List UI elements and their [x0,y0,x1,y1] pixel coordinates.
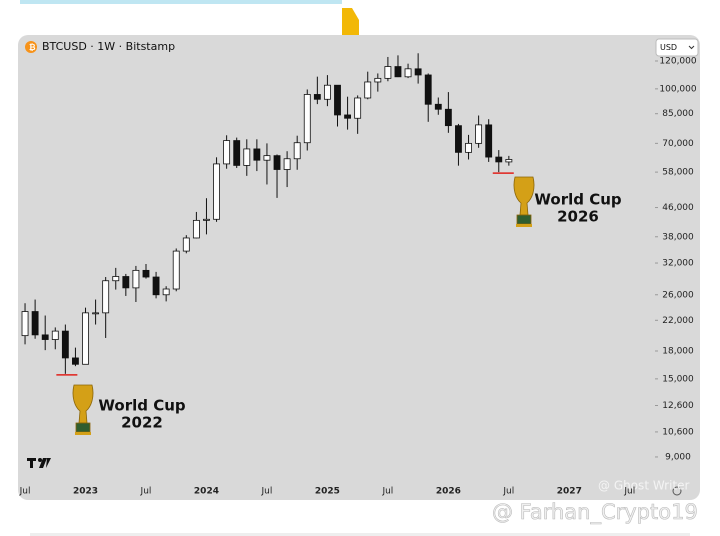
currency-caret[interactable] [688,45,695,50]
plot-area [18,35,700,500]
candle-body [475,124,483,144]
candle-body [273,155,281,170]
candle-body [505,159,513,163]
settings-icon[interactable] [672,486,682,496]
candle-body [182,237,190,252]
y-tick-label: 22,000 [662,316,694,326]
candle-body [394,66,402,78]
candle-body [21,311,29,337]
annotation: World Cup [534,191,622,209]
y-tick-label: 10,600 [662,427,694,437]
candle-body [31,311,39,336]
trophy-foot [516,224,532,227]
candle-body [223,140,231,165]
candle-body [61,330,69,359]
candle-body [424,74,432,105]
annotation: 2022 [121,414,163,432]
trophy-base [516,214,532,225]
x-tick-label: Jul [381,487,393,497]
y-tick-label: 15,000 [662,374,694,384]
y-tick-label: 9,000 [665,452,691,462]
candle-body [162,288,170,296]
tv-logo [27,458,51,468]
candle-body [122,276,130,289]
candle-body [102,280,110,314]
candle-body [253,148,261,161]
candle-body [203,218,210,221]
candle-body [434,103,442,110]
annotation: 2026 [557,208,599,226]
currency-button[interactable] [655,38,699,57]
x-tick-label: Jul [19,487,31,497]
candle-body [142,269,150,278]
candle-body [354,97,362,119]
candle-body [243,148,251,166]
trophy-foot [75,432,91,435]
candle-body [303,94,311,144]
x-tick-label: Jul [261,487,273,497]
x-tick-label: 2026 [436,487,461,497]
candle-body [72,357,79,365]
candle-body [364,81,372,99]
y-tick-label: 58,000 [662,168,694,178]
candle-body [152,276,160,296]
candle-body [485,124,493,158]
y-tick-label: 100,000 [659,84,696,94]
y-tick-label: 26,000 [662,290,694,300]
currency-label[interactable]: USD [660,43,677,52]
y-tick-label: 70,000 [662,139,694,149]
candle-body [384,66,392,79]
candle-body [92,312,100,315]
top-strip [20,0,342,4]
candle-body [263,155,271,161]
x-tick-label: 2027 [557,487,582,497]
symbol-title: BTCUSD · 1W · Bitstamp [42,40,175,53]
y-tick-label: 12,600 [662,401,694,411]
x-tick-label: Jul [140,487,152,497]
x-tick-label: Jul [502,487,514,497]
btc-icon [25,41,37,53]
candle-body [334,84,341,116]
candle-body [51,330,59,340]
candle-body [172,250,180,290]
y-tick-label: 32,000 [662,259,694,269]
watermark: @ Ghost Writer [598,479,690,493]
candle-body [82,312,89,365]
candle-body [455,125,462,153]
trophy-icon [72,384,94,435]
candle-body [192,219,200,239]
candle-body [465,142,472,153]
bottom-strip [30,533,690,536]
candle-body [444,108,452,127]
x-tick-label: Jul [623,487,635,497]
candle-body [313,94,321,100]
candle-body [374,77,382,83]
x-tick-label: 2023 [73,487,98,497]
candle-body [233,140,241,166]
candle-body [293,142,301,160]
candle-body [495,156,503,163]
annotation: World Cup [98,397,186,415]
trophy-icon [513,176,535,227]
watermark: @ Farhan_Crypto19 [492,500,698,525]
y-tick-label: 85,000 [662,109,694,119]
y-tick-label: 46,000 [662,203,694,213]
x-tick-label: 2024 [194,487,219,497]
y-tick-label: 18,000 [662,346,694,356]
candle-body [41,334,49,340]
y-tick-label: 120,000 [659,56,696,66]
x-tick-label: 2025 [315,487,340,497]
candle-body [404,68,412,78]
candle-body [283,158,291,170]
candle-body [112,276,120,282]
candle-body [414,68,422,76]
candle-body [213,163,220,220]
candle-body [132,269,140,289]
y-tick-label: 38,000 [662,232,694,242]
trophy-base [75,422,91,433]
candle-body [323,84,331,100]
btc-symbol: ₿ [29,43,36,52]
candle-body [344,114,352,119]
